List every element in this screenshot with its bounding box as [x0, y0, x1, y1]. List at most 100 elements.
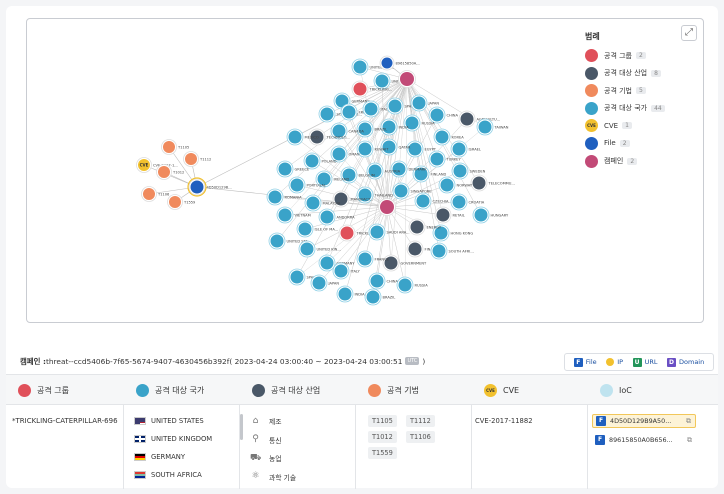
- technique-node[interactable]: T1012: [156, 164, 185, 180]
- country-node[interactable]: NORWAY: [438, 176, 473, 194]
- technique-chip[interactable]: T1106: [406, 431, 435, 443]
- edge: [284, 206, 388, 216]
- country-node[interactable]: AUSTRIA: [366, 162, 401, 180]
- country-node[interactable]: PORTUGAL: [288, 176, 326, 194]
- country-node[interactable]: BRAZIL: [356, 120, 387, 138]
- country-node[interactable]: SWEDEN: [451, 162, 486, 180]
- country-node[interactable]: MEXICO: [286, 128, 319, 146]
- industry-node[interactable]: ENERGY: [408, 218, 442, 236]
- country-node[interactable]: RUSSIA: [403, 114, 435, 132]
- technique-chip[interactable]: T1012: [368, 431, 397, 443]
- country-node[interactable]: INDIA: [336, 285, 365, 303]
- country-node[interactable]: CANADA: [330, 122, 364, 140]
- file-node[interactable]: 4D50D129B...: [188, 178, 232, 196]
- country-node[interactable]: ITALY: [362, 100, 390, 118]
- country-node[interactable]: SPAIN: [288, 268, 317, 286]
- country-node[interactable]: MALAYSIA: [304, 194, 341, 212]
- country-node[interactable]: VIETNAM: [276, 206, 311, 224]
- copy-icon[interactable]: ⧉: [686, 416, 691, 425]
- industry-item[interactable]: ⌂ 제조: [250, 413, 282, 429]
- country-node[interactable]: JAPAN: [410, 94, 439, 112]
- country-node[interactable]: ANDORRA: [318, 208, 355, 226]
- country-node[interactable]: RUSSIA: [396, 276, 428, 294]
- country-item[interactable]: SOUTH AFRICA: [134, 468, 202, 482]
- technique-node[interactable]: T1106: [141, 186, 171, 202]
- country-node[interactable]: THAILAND: [356, 186, 393, 204]
- header-icon: [368, 383, 381, 397]
- legend-item: File 2: [585, 136, 695, 151]
- country-node[interactable]: INDIA: [380, 118, 409, 136]
- country-node[interactable]: HONG KONG: [432, 224, 473, 242]
- country-node[interactable]: OMAN: [330, 145, 360, 163]
- graph-canvas[interactable]: UNITED STA... UNITED KIN... TRICKLING... GE…: [27, 19, 704, 323]
- campaign-node[interactable]: [378, 198, 396, 216]
- country-node[interactable]: JAPAN: [310, 274, 339, 292]
- country-item[interactable]: UNITED KINGDOM: [134, 432, 212, 446]
- group-name[interactable]: *TRICKLING-CATERPILLAR-696: [12, 417, 118, 425]
- country-node[interactable]: EGYPT: [406, 140, 437, 158]
- country-node[interactable]: POLAND: [303, 152, 337, 170]
- country-node[interactable]: BELGIUM: [340, 166, 375, 184]
- industry-item[interactable]: ⚛ 과학 기술: [250, 469, 296, 485]
- country-item[interactable]: UNITED STATES: [134, 414, 204, 428]
- copy-icon[interactable]: ⧉: [687, 435, 692, 444]
- cve-value[interactable]: CVE-2017-11882: [475, 417, 533, 425]
- technique-node[interactable]: T1105: [161, 139, 190, 155]
- country-node[interactable]: HUNGARY: [472, 206, 509, 224]
- country-node[interactable]: QATAR: [380, 138, 411, 156]
- industry-node[interactable]: TELECOMMU...: [470, 174, 515, 192]
- industry-item[interactable]: ⚲ 통신: [250, 432, 281, 448]
- country-scrollbar[interactable]: [240, 414, 243, 440]
- country-node[interactable]: FINLAND: [412, 165, 447, 183]
- campaign-node[interactable]: [398, 70, 416, 88]
- node-label: TURKEY: [446, 158, 462, 162]
- industry-node[interactable]: RETAIL: [434, 206, 465, 224]
- relationship-graph[interactable]: UNITED STA... UNITED KIN... TRICKLING... GE…: [26, 18, 704, 323]
- country-node[interactable]: GREECE: [276, 160, 310, 178]
- country-node[interactable]: GERMANY: [318, 254, 355, 272]
- country-node[interactable]: CHINA: [368, 272, 398, 290]
- edge: [404, 78, 408, 286]
- country-node[interactable]: ISLE OF MA...: [296, 220, 338, 238]
- technique-chip[interactable]: T1559: [368, 447, 397, 459]
- country-item[interactable]: GERMANY: [134, 450, 185, 464]
- technique-node[interactable]: T1112: [183, 151, 212, 167]
- country-node[interactable]: UNITED STA...: [268, 232, 311, 250]
- country-node[interactable]: UNITED KIN...: [298, 240, 341, 258]
- technique-node[interactable]: T1559: [167, 194, 197, 210]
- industry-node[interactable]: MANUFACT...: [332, 190, 373, 208]
- country-node[interactable]: ISRAEL: [450, 140, 481, 158]
- country-node[interactable]: FRANCE: [340, 103, 374, 121]
- country-node[interactable]: IRELAND: [315, 170, 350, 188]
- country-node[interactable]: CROATIA: [450, 193, 485, 211]
- expand-icon[interactable]: ⤢: [681, 25, 697, 41]
- group-node[interactable]: TRICKLING...: [351, 80, 392, 98]
- country-node[interactable]: FRANCE: [356, 250, 390, 268]
- file-node[interactable]: 89615850A...: [379, 55, 420, 71]
- technique-chip[interactable]: T1105: [368, 415, 397, 427]
- country-node[interactable]: CHINA: [428, 106, 458, 124]
- country-node[interactable]: SAUDI ARA...: [368, 223, 410, 241]
- country-node[interactable]: BRAZIL: [364, 288, 395, 306]
- country-node[interactable]: ITALY: [332, 262, 360, 280]
- country-node[interactable]: TURKEY: [428, 150, 462, 168]
- ioc-item[interactable]: F 89615850A0B656... ⧉: [592, 433, 696, 447]
- industry-item[interactable]: ⛟ 농업: [250, 450, 282, 466]
- country-node[interactable]: DENMARK: [390, 160, 427, 178]
- country-icon: [432, 244, 446, 258]
- node-label: 89615850A...: [396, 62, 420, 66]
- country-node[interactable]: SINGAPORE: [392, 182, 432, 200]
- country-node[interactable]: ROMANIA: [266, 188, 302, 206]
- industry-node[interactable]: TECHNOLO...: [308, 128, 350, 146]
- technique-chip[interactable]: T1112: [406, 415, 435, 427]
- country-node[interactable]: GERMANY: [333, 92, 370, 110]
- country-node[interactable]: CZECHIA: [414, 192, 449, 210]
- ioc-item[interactable]: F 4D50D129B9A50... ⧉: [592, 414, 696, 428]
- country-node[interactable]: KOREA: [433, 128, 464, 146]
- group-node[interactable]: TRICKLING...: [338, 224, 379, 242]
- country-node[interactable]: SOUTH AFRI...: [430, 242, 474, 260]
- country-node[interactable]: KUWAIT: [356, 140, 389, 158]
- country-node[interactable]: SPAIN: [386, 97, 415, 115]
- country-node[interactable]: TAIWAN: [476, 118, 509, 136]
- industry-node[interactable]: GOVERNMENT: [382, 254, 427, 272]
